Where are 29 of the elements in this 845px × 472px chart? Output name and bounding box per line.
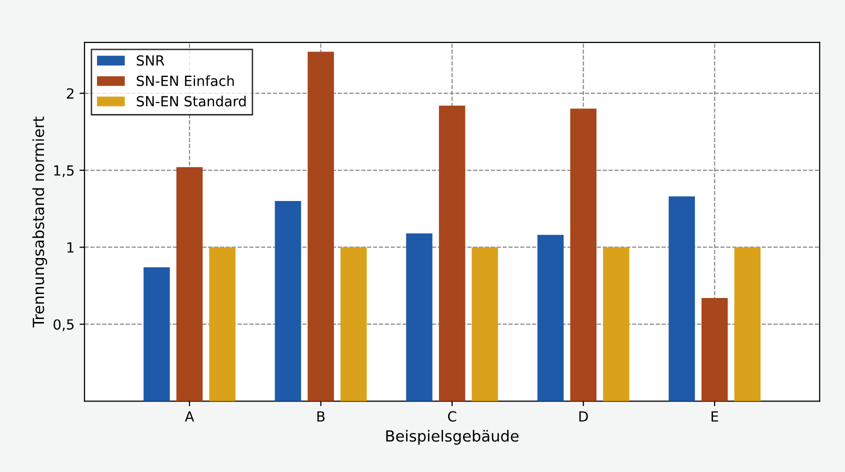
bar — [274, 201, 302, 402]
x-tick-label: D — [579, 411, 588, 422]
y-axis-title: Trennungsabstand normiert — [32, 116, 48, 328]
bar — [176, 167, 203, 402]
y-tick-label: 2 — [66, 88, 74, 99]
x-tick-label: A — [184, 411, 194, 422]
legend-label: SN-EN Standard — [136, 96, 246, 107]
bar — [603, 247, 630, 402]
bar — [406, 233, 432, 402]
bar — [144, 267, 170, 402]
bar — [537, 234, 564, 402]
bar — [340, 247, 367, 402]
bar — [438, 106, 466, 402]
bar — [668, 196, 695, 402]
legend-label: SNR — [136, 55, 164, 66]
x-tick-label: B — [317, 411, 325, 422]
bar — [472, 247, 498, 402]
bar — [570, 108, 596, 402]
x-tick-label: C — [448, 411, 456, 422]
bar — [734, 247, 761, 402]
x-tick-label: E — [712, 411, 718, 422]
x-axis-title: Beispielsgebäude — [386, 430, 519, 445]
bar — [308, 52, 334, 402]
bar — [702, 298, 728, 402]
bar — [209, 247, 236, 402]
y-tick-label: 0,5 — [54, 319, 74, 332]
y-tick-label: 1,5 — [54, 165, 74, 178]
legend-label: SN-EN Einfach — [136, 75, 234, 86]
y-tick-label: 1 — [67, 242, 74, 253]
